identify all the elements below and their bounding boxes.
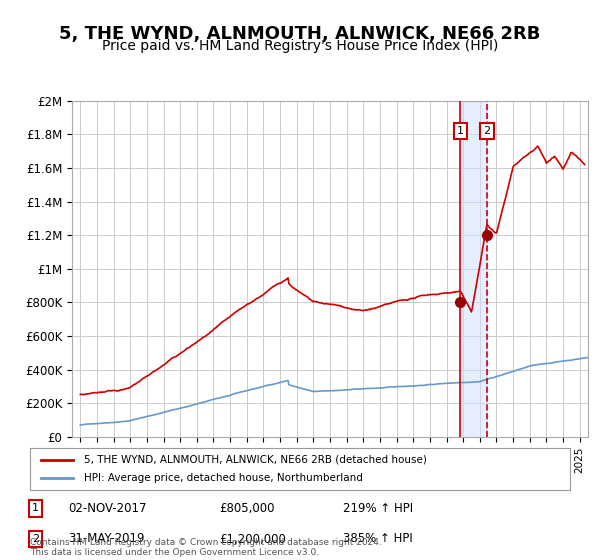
- Text: 2: 2: [483, 126, 490, 136]
- Text: 1: 1: [457, 126, 464, 136]
- Text: 31-MAY-2019: 31-MAY-2019: [68, 533, 145, 545]
- Bar: [460, 101, 487, 437]
- Text: 5, THE WYND, ALNMOUTH, ALNWICK, NE66 2RB: 5, THE WYND, ALNMOUTH, ALNWICK, NE66 2RB: [59, 25, 541, 43]
- Text: 2: 2: [32, 534, 39, 544]
- Text: 1: 1: [32, 503, 39, 513]
- Text: 02-NOV-2017: 02-NOV-2017: [68, 502, 146, 515]
- Text: 385% ↑ HPI: 385% ↑ HPI: [343, 533, 413, 545]
- Text: £1,200,000: £1,200,000: [219, 533, 286, 545]
- Text: HPI: Average price, detached house, Northumberland: HPI: Average price, detached house, Nort…: [84, 473, 363, 483]
- Text: Price paid vs. HM Land Registry's House Price Index (HPI): Price paid vs. HM Land Registry's House …: [102, 39, 498, 53]
- Text: £805,000: £805,000: [219, 502, 275, 515]
- Text: 219% ↑ HPI: 219% ↑ HPI: [343, 502, 413, 515]
- Text: 5, THE WYND, ALNMOUTH, ALNWICK, NE66 2RB (detached house): 5, THE WYND, ALNMOUTH, ALNWICK, NE66 2RB…: [84, 455, 427, 465]
- Text: Contains HM Land Registry data © Crown copyright and database right 2024.
This d: Contains HM Land Registry data © Crown c…: [30, 538, 382, 557]
